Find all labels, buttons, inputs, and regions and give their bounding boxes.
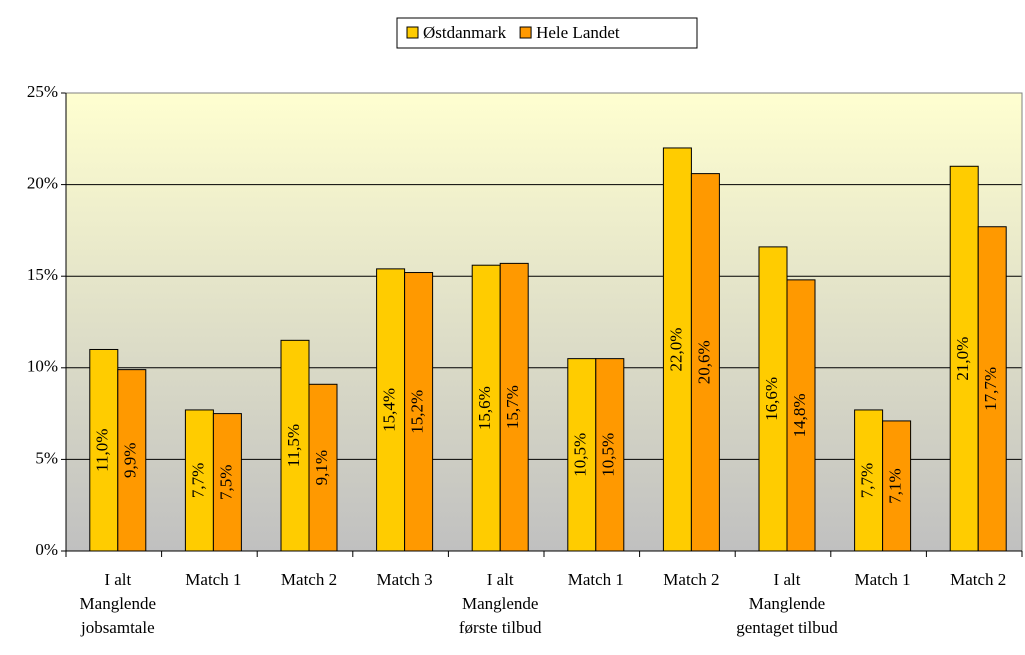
legend-box — [396, 17, 698, 49]
x-tick-label: I alt — [774, 570, 801, 589]
x-tick-label: første tilbud — [459, 618, 542, 637]
bar — [376, 268, 406, 552]
legend-swatch — [406, 26, 419, 39]
bar — [184, 409, 214, 552]
bar — [280, 339, 310, 552]
data-label: 22,0% — [666, 328, 685, 372]
bar — [786, 279, 816, 552]
y-tick-label: 5% — [35, 448, 58, 467]
data-label: 15,7% — [503, 385, 522, 429]
data-label: 11,0% — [93, 429, 112, 472]
legend-label: Hele Landet — [536, 23, 620, 42]
data-label: 21,0% — [953, 337, 972, 381]
data-label: 15,6% — [475, 386, 494, 430]
data-label: 7,7% — [188, 463, 207, 498]
x-tick-label: Match 1 — [185, 570, 241, 589]
bar — [690, 173, 720, 552]
x-tick-label: Match 3 — [377, 570, 433, 589]
data-label: 7,1% — [886, 468, 905, 503]
x-tick-label: I alt — [104, 570, 131, 589]
bar — [471, 264, 501, 552]
x-tick-label: Match 2 — [663, 570, 719, 589]
bar — [595, 358, 625, 552]
y-tick-label: 0% — [35, 540, 58, 559]
bar — [662, 147, 692, 552]
y-tick-label: 25% — [27, 82, 58, 101]
x-tick-label: I alt — [487, 570, 514, 589]
bar — [882, 420, 912, 552]
y-tick-label: 20% — [27, 174, 58, 193]
x-tick-label: Match 2 — [950, 570, 1006, 589]
data-label: 11,5% — [284, 424, 303, 467]
bar — [404, 272, 434, 552]
x-tick-label: jobsamtale — [80, 618, 155, 637]
bar — [567, 358, 597, 552]
data-label: 10,5% — [599, 433, 618, 477]
x-tick-label: Match 1 — [568, 570, 624, 589]
x-tick-label: Manglende — [749, 594, 825, 613]
bar — [117, 369, 147, 552]
y-tick-label: 15% — [27, 265, 58, 284]
data-label: 15,2% — [408, 390, 427, 434]
bar — [89, 348, 119, 552]
data-label: 15,4% — [380, 388, 399, 432]
data-label: 20,6% — [694, 340, 713, 384]
x-tick-label: gentaget tilbud — [736, 618, 838, 637]
data-label: 7,7% — [858, 463, 877, 498]
data-label: 9,1% — [312, 450, 331, 485]
legend-swatch — [519, 26, 532, 39]
bar — [499, 262, 529, 552]
x-tick-label: Match 2 — [281, 570, 337, 589]
data-label: 17,7% — [981, 367, 1000, 411]
bar — [854, 409, 884, 552]
data-label: 14,8% — [790, 393, 809, 437]
x-tick-label: Manglende — [462, 594, 538, 613]
y-tick-label: 10% — [27, 357, 58, 376]
legend-label: Østdanmark — [423, 23, 507, 42]
x-tick-label: Manglende — [80, 594, 156, 613]
bar — [212, 413, 242, 552]
data-label: 7,5% — [216, 465, 235, 500]
bar — [977, 226, 1007, 552]
bar — [308, 383, 338, 552]
data-label: 16,6% — [762, 377, 781, 421]
data-label: 10,5% — [571, 433, 590, 477]
x-tick-label: Match 1 — [855, 570, 911, 589]
data-label: 9,9% — [121, 443, 140, 478]
